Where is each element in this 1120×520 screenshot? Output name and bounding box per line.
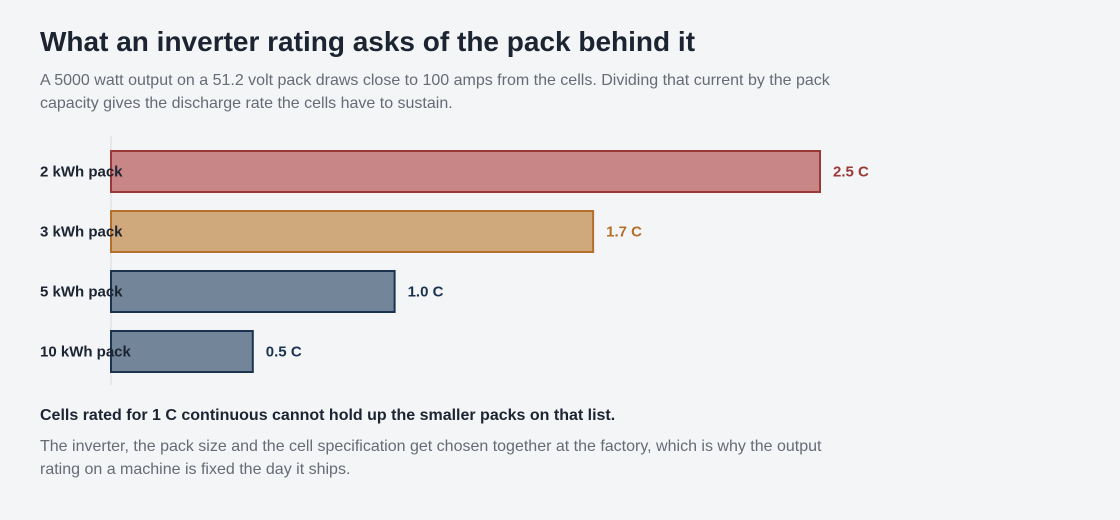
footnote-text: The inverter, the pack size and the cell… (40, 438, 822, 478)
bar (110, 270, 396, 313)
bar (110, 150, 821, 193)
takeaway-text: Cells rated for 1 C continuous cannot ho… (40, 407, 616, 424)
bar (110, 210, 595, 253)
data-label: 0.5 C (266, 344, 302, 361)
category-label: 2 kWh pack (40, 164, 123, 181)
bar (110, 330, 254, 373)
data-label: 1.0 C (408, 284, 444, 301)
page-subtitle: A 5000 watt output on a 51.2 volt pack d… (40, 72, 830, 112)
category-label: 5 kWh pack (40, 284, 123, 301)
category-label: 3 kWh pack (40, 224, 123, 241)
data-label: 2.5 C (833, 164, 869, 181)
category-label: 10 kWh pack (40, 344, 132, 361)
page-title: What an inverter rating asks of the pack… (40, 26, 696, 57)
data-label: 1.7 C (606, 224, 642, 241)
